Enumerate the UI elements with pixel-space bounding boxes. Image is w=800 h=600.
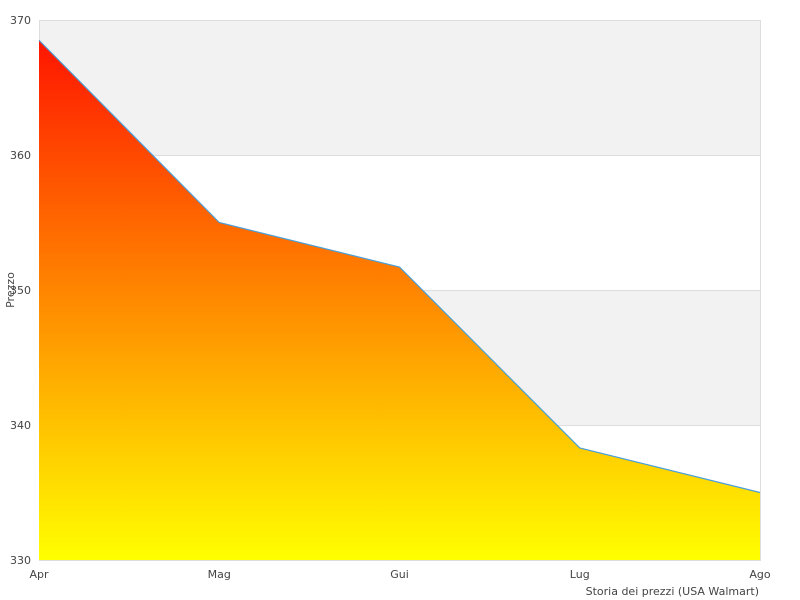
plot-band [39,20,760,155]
x-tick-label: Apr [29,568,49,581]
y-tick-label: 340 [10,419,31,432]
y-tick-label: 330 [10,554,31,567]
price-area [39,40,760,560]
y-axis-title: Prezzo [4,272,17,308]
data-point [398,265,402,269]
x-axis-ticks: Apr Mag Gui Lug Ago [29,568,770,581]
price-line [38,39,761,494]
y-tick-label: 370 [10,14,31,27]
y-tick-label: 350 [10,284,31,297]
x-tick-label: Ago [749,568,771,581]
x-tick-label: Gui [390,568,409,581]
y-tick-label: 360 [10,149,31,162]
data-point [578,446,582,450]
data-point [37,38,41,42]
x-tick-label: Lug [570,568,590,581]
x-axis-title: Storia dei prezzi (USA Walmart) [586,585,759,598]
data-point [758,491,762,495]
x-tick-label: Mag [208,568,231,581]
y-axis-ticks: 330 340 350 360 370 [10,14,31,567]
data-point [217,221,221,225]
